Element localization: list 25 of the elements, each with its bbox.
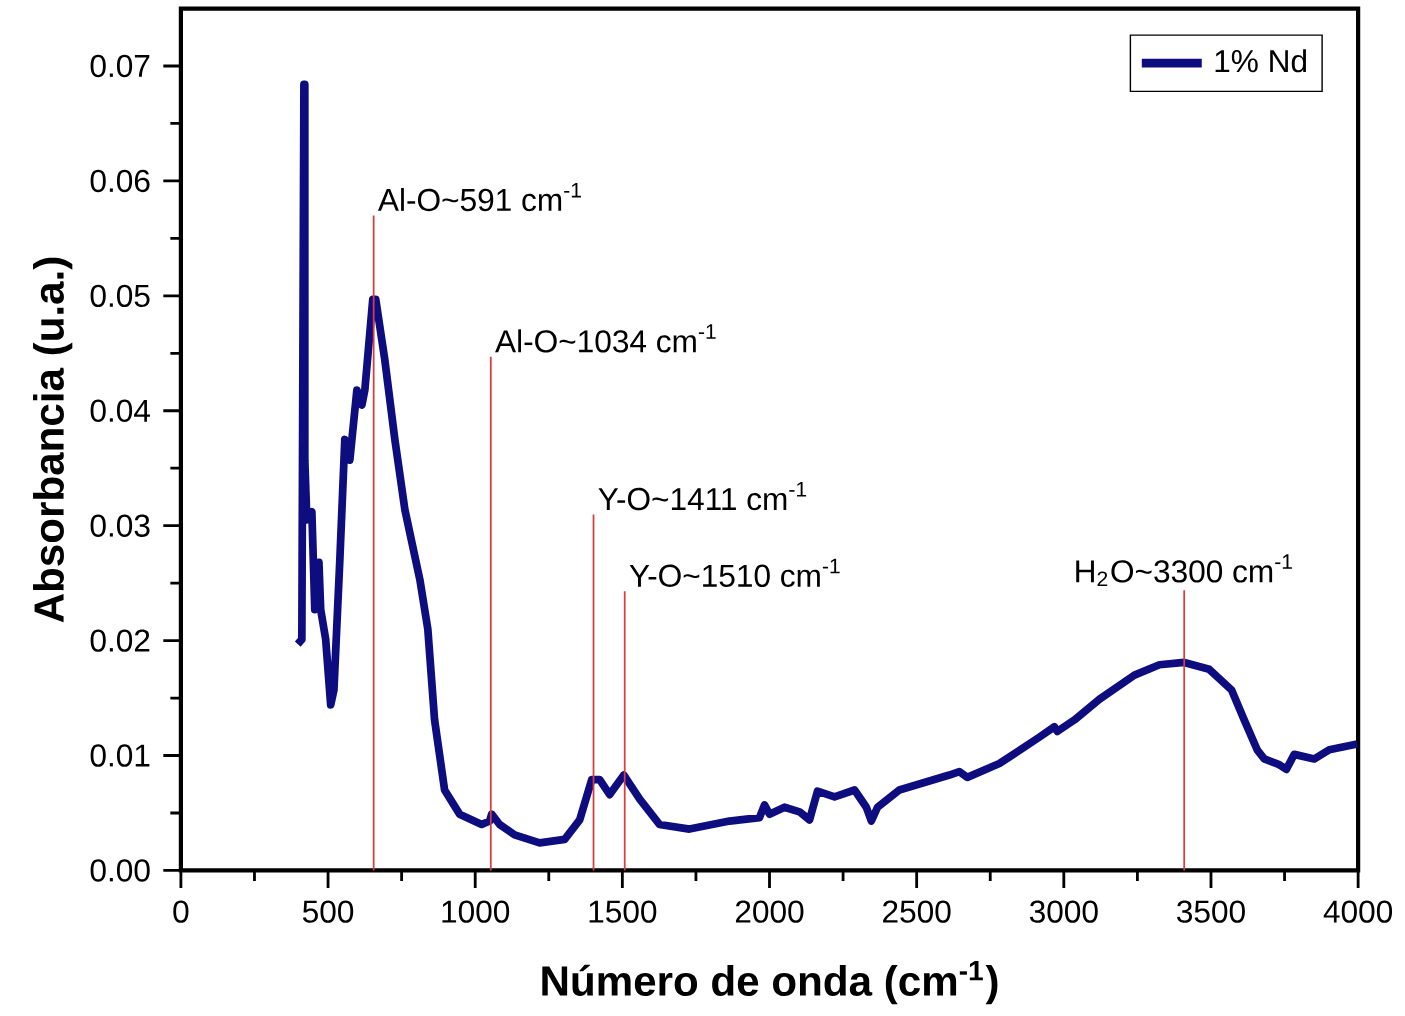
y-tick-label: 0.07	[90, 54, 150, 78]
y-axis-title: Absorbancia (u.a.)	[33, 257, 73, 623]
y-tick-label: 0.03	[90, 514, 150, 537]
y-tick-label: 0.05	[90, 284, 150, 308]
x-tick-label: 2000	[735, 900, 804, 923]
x-tick-label: 3500	[1177, 900, 1245, 923]
ref-line-label: Al-O~591 cm$^{-1}$	[377, 182, 581, 212]
y-tick-label: 0.00	[90, 859, 150, 882]
x-tick-label: 2500	[883, 900, 951, 923]
ref-line-label: H$_{2}$O~3300 cm$^{-1}$	[1076, 554, 1292, 587]
text: Número de onda (cm$^{-1}$)	[542, 960, 998, 1005]
ref-line-label: Y-O~1411 cm$^{-1}$	[598, 482, 807, 511]
legend-label: 1% Nd	[1215, 49, 1306, 73]
x-tick-label: 4000	[1323, 900, 1393, 923]
ref-line-label: Y-O~1510 cm$^{-1}$	[629, 558, 840, 587]
x-tick-label: 500	[302, 900, 354, 923]
x-tick-label: 1000	[442, 900, 510, 923]
x-tick-label: 3000	[1029, 900, 1098, 923]
x-tick-label: 0	[173, 900, 189, 923]
y-tick-label: 0.06	[90, 169, 150, 193]
x-tick-label: 1500	[589, 900, 657, 923]
y-tick-label: 0.04	[90, 399, 150, 422]
y-tick-label: 0.02	[90, 629, 150, 652]
ref-line-label: Al-O~1034 cm$^{-1}$	[495, 324, 716, 353]
y-tick-label: 0.01	[90, 744, 150, 767]
